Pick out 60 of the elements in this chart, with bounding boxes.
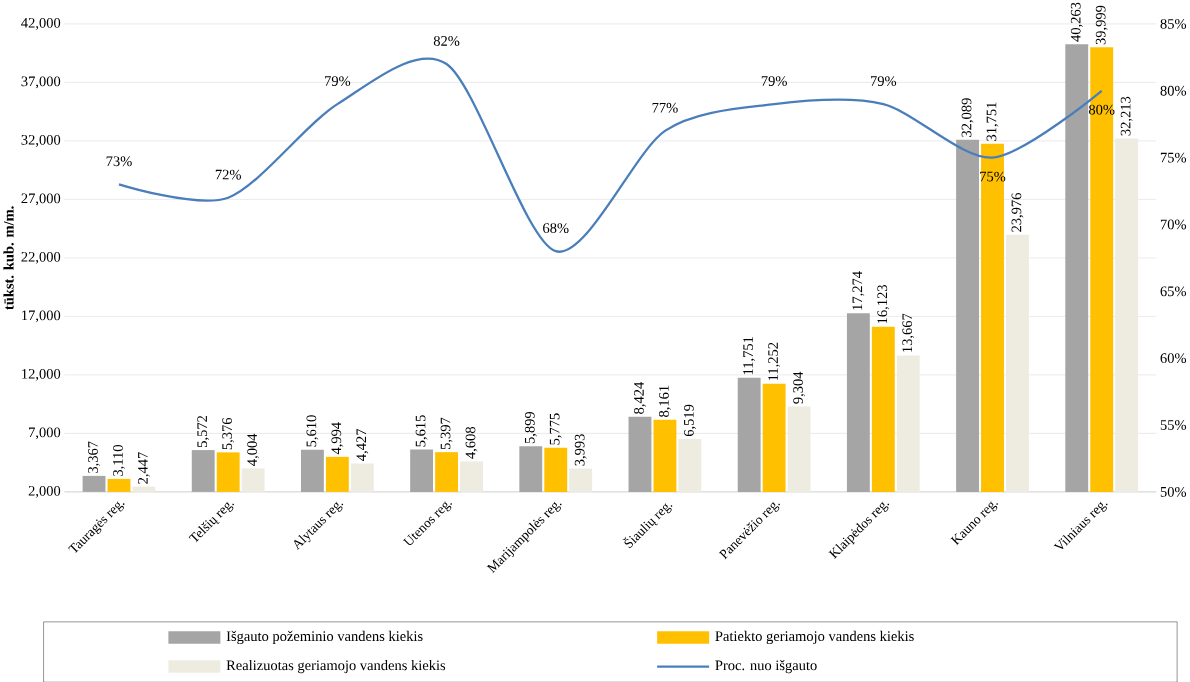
- data-label: 77%: [652, 102, 678, 113]
- data-label: 4,994: [331, 421, 344, 455]
- data-label: 11,751: [743, 336, 756, 375]
- y-tick-label: 42,000: [21, 17, 61, 30]
- data-label: 4,608: [465, 426, 478, 459]
- data-label: 8,161: [659, 385, 671, 417]
- data-label: 9,304: [793, 371, 806, 404]
- y2-tick-label: 50%: [1160, 486, 1187, 497]
- data-label: 11,252: [768, 342, 781, 380]
- y-tick-label: 17,000: [22, 310, 61, 323]
- y2-tick-label: 85%: [1160, 18, 1187, 29]
- data-label: 5,376: [222, 417, 235, 450]
- data-label: 2,447: [138, 451, 150, 484]
- data-label: 40,263: [1070, 2, 1083, 42]
- data-label: 79%: [761, 75, 787, 86]
- data-label: 13,667: [902, 313, 915, 352]
- data-label: 5,775: [549, 413, 562, 445]
- data-label: 16,123: [877, 284, 890, 323]
- y2-tick-label: 80%: [1160, 85, 1187, 96]
- y-tick-label: 22,000: [21, 251, 61, 264]
- data-label: 31,751: [986, 102, 999, 141]
- data-label: 3,367: [88, 441, 100, 473]
- y-tick-label: 7,000: [29, 427, 61, 440]
- legend-label: Proc. nuo išgauto: [715, 659, 817, 674]
- data-label: 32,089: [961, 98, 974, 137]
- data-label: 68%: [543, 223, 569, 233]
- data-label: 6,519: [683, 404, 696, 436]
- y-tick-label: 37,000: [21, 76, 61, 89]
- data-label: 4,427: [356, 428, 369, 461]
- y2-tick-label: 65%: [1160, 286, 1187, 297]
- data-label: 23,976: [1011, 192, 1024, 232]
- data-label: 3,993: [574, 434, 587, 466]
- data-label: 39,999: [1095, 5, 1108, 45]
- data-label: 4,004: [247, 433, 260, 466]
- y2-tick-label: 55%: [1160, 419, 1187, 430]
- legend-label: Patiekto geriamojo vandens kiekis: [715, 630, 914, 644]
- data-label: 79%: [870, 75, 897, 86]
- y-tick-label: 27,000: [21, 193, 61, 206]
- data-label: 5,899: [524, 411, 537, 443]
- data-label: 17,274: [852, 271, 865, 310]
- data-label: 79%: [325, 75, 351, 86]
- data-label: 73%: [106, 156, 132, 167]
- data-label: 5,397: [440, 417, 453, 449]
- data-label: 5,615: [415, 415, 428, 447]
- y-tick-label: 2,000: [28, 485, 61, 498]
- y-tick-label: 12,000: [22, 368, 61, 381]
- y2-tick-label: 70%: [1160, 219, 1187, 230]
- data-label: 3,110: [113, 444, 125, 476]
- data-label: 32,213: [1120, 96, 1133, 136]
- data-label: 82%: [433, 35, 460, 46]
- data-label: 72%: [215, 169, 241, 180]
- data-label: 5,572: [197, 415, 210, 447]
- legend-label: Realizuotas geriamojo vandens kiekis: [226, 659, 446, 673]
- legend-label: Išgauto požeminio vandens kiekis: [226, 630, 423, 644]
- y-tick-label: 32,000: [21, 134, 61, 147]
- y-axis-title: tūkst. kub. m/m.: [3, 206, 14, 310]
- y2-tick-label: 75%: [1160, 152, 1187, 163]
- y2-tick-label: 60%: [1160, 353, 1187, 363]
- data-label: 5,610: [306, 415, 319, 447]
- data-label: 8,424: [634, 381, 646, 414]
